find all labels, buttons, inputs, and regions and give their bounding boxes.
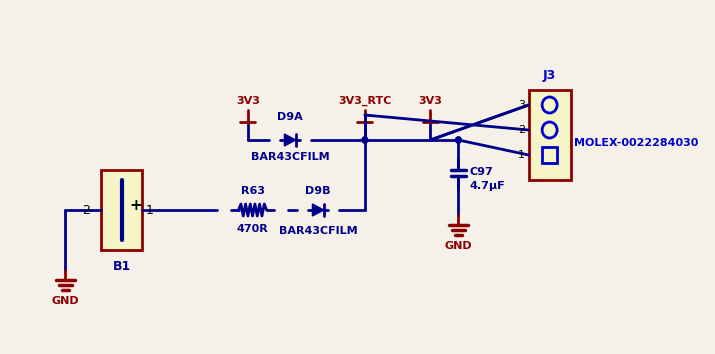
Text: J3: J3 bbox=[543, 69, 556, 82]
Text: B1: B1 bbox=[112, 260, 131, 273]
Bar bbox=[542, 147, 557, 163]
Text: 1: 1 bbox=[146, 204, 154, 217]
Text: D9A: D9A bbox=[277, 112, 303, 122]
Text: +: + bbox=[129, 198, 142, 212]
Bar bbox=[101, 170, 142, 250]
Text: D9B: D9B bbox=[305, 186, 331, 196]
Text: 3: 3 bbox=[518, 100, 525, 110]
Circle shape bbox=[455, 137, 461, 143]
Text: GND: GND bbox=[445, 241, 472, 251]
Bar bbox=[528, 90, 571, 180]
Text: BAR43CFILM: BAR43CFILM bbox=[279, 226, 358, 236]
Text: C97: C97 bbox=[470, 167, 493, 177]
Text: 4.7μF: 4.7μF bbox=[470, 181, 506, 191]
Circle shape bbox=[362, 137, 368, 143]
Text: 2: 2 bbox=[82, 204, 90, 217]
Text: BAR43CFILM: BAR43CFILM bbox=[251, 152, 330, 162]
Text: GND: GND bbox=[51, 296, 79, 306]
Text: 3V3: 3V3 bbox=[236, 96, 260, 106]
Circle shape bbox=[455, 137, 461, 143]
Polygon shape bbox=[285, 134, 295, 146]
Text: 3V3_RTC: 3V3_RTC bbox=[338, 96, 392, 106]
Polygon shape bbox=[312, 204, 324, 216]
Text: 3V3: 3V3 bbox=[418, 96, 443, 106]
Text: MOLEX-0022284030: MOLEX-0022284030 bbox=[574, 138, 699, 148]
Circle shape bbox=[362, 137, 368, 143]
Text: 1: 1 bbox=[518, 150, 525, 160]
Text: 470R: 470R bbox=[237, 224, 268, 234]
Text: 2: 2 bbox=[518, 125, 525, 135]
Text: R63: R63 bbox=[240, 186, 265, 196]
